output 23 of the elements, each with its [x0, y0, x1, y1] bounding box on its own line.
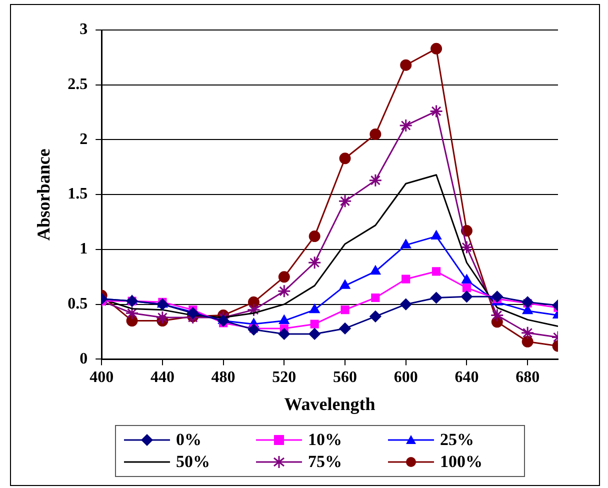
x-tick-label: 480 — [211, 368, 236, 386]
y-tick-label: 1 — [80, 240, 88, 258]
x-tick-label: 560 — [333, 368, 358, 386]
x-tick-label: 680 — [516, 368, 540, 386]
legend-label: 50% — [176, 452, 210, 472]
y-axis-title: Absorbance — [33, 148, 54, 241]
legend-label: 75% — [308, 452, 342, 472]
y-tick-label: 3 — [80, 21, 88, 38]
legend-label: 25% — [440, 430, 474, 450]
y-tick-label: 1.5 — [68, 186, 88, 203]
x-tick-label: 520 — [272, 368, 296, 386]
y-tick-label: 0.5 — [68, 295, 88, 312]
y-tick-label: 2.5 — [68, 76, 88, 94]
legend-label: 10% — [308, 430, 342, 450]
x-tick-label: 640 — [454, 368, 479, 386]
y-tick-label: 0 — [80, 350, 88, 368]
legend-label: 0% — [176, 430, 202, 450]
y-tick-label: 2 — [80, 130, 88, 148]
x-axis-title: Wavelength — [284, 394, 376, 414]
legend-label: 100% — [440, 452, 482, 472]
x-tick-label: 400 — [90, 368, 114, 386]
x-tick-label: 440 — [150, 368, 174, 386]
x-tick-label: 600 — [394, 368, 418, 386]
